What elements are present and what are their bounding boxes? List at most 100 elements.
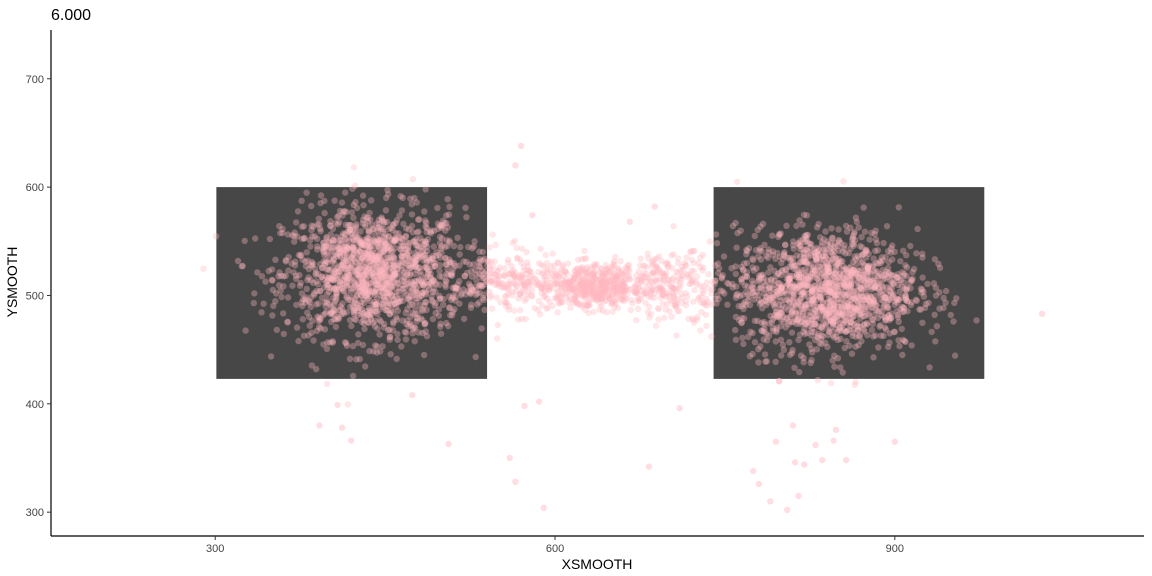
data-point — [368, 197, 375, 204]
data-point — [373, 257, 380, 264]
data-point — [328, 275, 335, 283]
data-point — [858, 252, 866, 259]
data-point — [401, 274, 408, 281]
data-point — [426, 286, 433, 293]
data-point — [304, 309, 311, 316]
data-point — [757, 343, 764, 350]
data-point — [423, 259, 430, 266]
data-point — [348, 230, 355, 238]
data-point — [324, 380, 331, 388]
data-point — [344, 227, 352, 234]
data-point — [857, 242, 864, 250]
data-point — [340, 310, 348, 317]
data-point — [319, 276, 326, 283]
data-point — [344, 282, 351, 289]
data-point — [635, 284, 642, 292]
data-point — [419, 248, 426, 255]
data-point — [414, 290, 421, 297]
data-point — [378, 266, 385, 274]
data-point — [384, 280, 392, 287]
data-point — [840, 245, 848, 252]
data-point — [323, 345, 331, 352]
data-point — [463, 258, 470, 265]
data-point — [493, 294, 500, 301]
data-point — [423, 219, 430, 226]
data-point — [713, 240, 721, 247]
data-point — [389, 273, 397, 281]
data-point — [899, 351, 906, 359]
data-point — [796, 253, 804, 260]
data-point — [411, 237, 418, 244]
data-point — [432, 259, 439, 267]
data-point — [840, 281, 847, 288]
data-point — [399, 297, 406, 305]
data-point — [767, 264, 774, 271]
data-point — [358, 292, 365, 299]
data-point — [299, 235, 306, 243]
data-point — [828, 225, 835, 232]
data-point — [907, 301, 915, 309]
data-point — [799, 221, 806, 228]
data-point — [840, 263, 847, 270]
data-point — [391, 270, 398, 277]
data-point — [852, 295, 859, 302]
data-point — [421, 320, 429, 327]
data-point — [591, 296, 598, 303]
data-point — [814, 333, 821, 340]
data-point — [855, 311, 863, 318]
data-point — [402, 260, 410, 267]
data-point — [370, 277, 377, 285]
data-point — [920, 288, 927, 296]
data-point — [389, 268, 396, 275]
data-point — [365, 319, 372, 327]
data-point — [284, 318, 291, 325]
data-point — [351, 299, 358, 307]
data-point — [324, 284, 331, 291]
data-point — [894, 281, 902, 289]
data-point — [310, 337, 317, 344]
data-point — [394, 280, 401, 288]
data-point — [836, 326, 843, 334]
data-point — [298, 251, 305, 258]
data-point — [395, 298, 403, 306]
data-point — [782, 265, 789, 273]
data-point — [883, 223, 891, 230]
data-point — [894, 314, 902, 321]
data-point — [316, 221, 323, 228]
data-point — [832, 283, 839, 290]
data-point — [426, 256, 434, 263]
data-point — [354, 279, 361, 287]
data-point — [299, 302, 306, 310]
data-point — [351, 310, 358, 318]
data-point — [414, 310, 421, 318]
data-point — [609, 291, 616, 298]
data-point — [444, 224, 452, 231]
data-point — [880, 239, 887, 247]
data-point — [337, 281, 344, 288]
data-point — [775, 293, 783, 301]
data-point — [513, 283, 521, 290]
data-point — [826, 284, 833, 291]
data-point — [348, 322, 355, 330]
data-point — [322, 279, 330, 287]
data-point — [801, 330, 809, 338]
data-point — [829, 305, 837, 312]
data-point — [311, 291, 318, 298]
data-point — [411, 280, 418, 287]
data-point — [825, 327, 832, 334]
data-point — [432, 252, 440, 260]
data-point — [401, 285, 408, 292]
data-point — [439, 217, 447, 224]
x-tick-label: 600 — [546, 543, 564, 555]
data-point — [323, 242, 330, 250]
data-point — [433, 281, 440, 288]
data-point — [343, 292, 350, 299]
data-point — [394, 265, 401, 272]
data-point — [356, 237, 363, 245]
data-point — [377, 267, 385, 274]
data-point — [794, 298, 801, 306]
data-point — [425, 255, 433, 262]
data-point — [367, 315, 375, 322]
data-point — [289, 282, 296, 289]
data-point — [415, 253, 423, 261]
